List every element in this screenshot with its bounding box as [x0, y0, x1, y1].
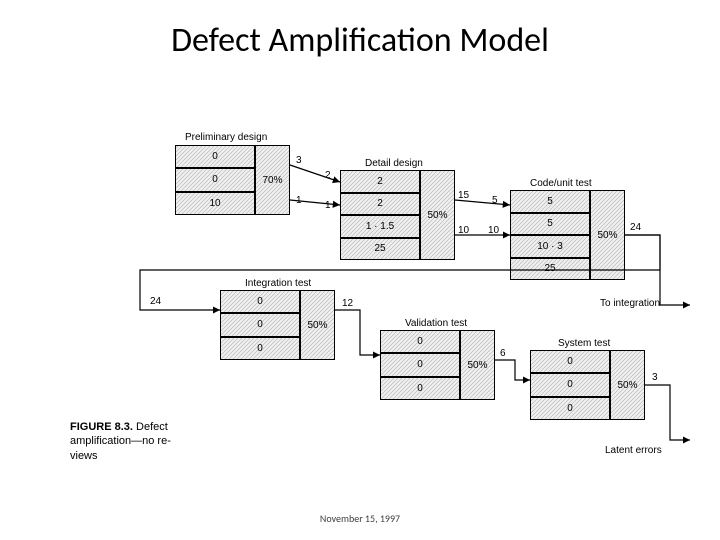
integ-out: 12	[342, 298, 353, 309]
caption-rest1: Defect	[133, 421, 168, 433]
detail-r1: 2	[340, 193, 420, 216]
footer-date-text: November 15, 1997	[320, 512, 400, 525]
integ-r1: 0	[220, 313, 300, 336]
caption-bold: FIGURE 8.3.	[70, 421, 133, 433]
system-out: 3	[652, 372, 658, 383]
footer-date: November 15, 1997	[0, 512, 720, 525]
stage-code: 5 5 10 · 3 25 50%	[510, 190, 625, 280]
integ-right: 50%	[300, 290, 335, 360]
stage-label-code: Code/unit test	[530, 178, 592, 189]
stage-valid: 0 0 0 50%	[380, 330, 495, 400]
detail-right: 50%	[420, 170, 455, 260]
caption-line2: amplification—no re-	[70, 434, 210, 448]
valid-r0: 0	[380, 330, 460, 353]
code-r2: 10 · 3	[510, 235, 590, 258]
system-r1: 0	[530, 373, 610, 396]
stage-label-integ: Integration test	[245, 278, 311, 289]
detail-out-top: 15	[458, 190, 469, 201]
system-r0: 0	[530, 350, 610, 373]
prelim-r1: 0	[175, 168, 255, 191]
code-out: 24	[630, 222, 641, 233]
prelim-out-bot: 1	[296, 195, 302, 206]
detail-r3: 25	[340, 238, 420, 261]
prelim-out-top: 3	[296, 155, 302, 166]
code-r0: 5	[510, 190, 590, 213]
integ-r2: 0	[220, 337, 300, 360]
valid-r1: 0	[380, 353, 460, 376]
code-r1: 5	[510, 213, 590, 236]
stage-integ: 0 0 0 50%	[220, 290, 335, 360]
valid-r2: 0	[380, 377, 460, 400]
prelim-r0: 0	[175, 145, 255, 168]
caption-line3: views	[70, 449, 210, 463]
valid-out: 6	[500, 348, 506, 359]
caption-line1: FIGURE 8.3. Defect	[70, 420, 210, 434]
title-text: Defect Amplification Model	[171, 20, 549, 61]
code-r3: 25	[510, 258, 590, 281]
stage-detail: 2 2 1 · 1.5 25 50%	[340, 170, 455, 260]
stage-label-detail: Detail design	[365, 158, 423, 169]
annotation-latent: Latent errors	[605, 445, 662, 456]
detail-r2: 1 · 1.5	[340, 215, 420, 238]
detail-in-top: 2	[325, 170, 331, 181]
code-right: 50%	[590, 190, 625, 280]
integ-r0: 0	[220, 290, 300, 313]
detail-r0: 2	[340, 170, 420, 193]
valid-right: 50%	[460, 330, 495, 400]
detail-out-bot: 10	[458, 225, 469, 236]
annotation-to-integration: To integration	[600, 298, 660, 309]
stage-label-valid: Validation test	[405, 318, 467, 329]
figure-caption: FIGURE 8.3. Defect amplification—no re- …	[70, 420, 210, 463]
page-title: Defect Amplification Model	[0, 20, 720, 61]
system-right: 50%	[610, 350, 645, 420]
prelim-r2: 10	[175, 192, 255, 215]
detail-in-bot: 1	[325, 200, 331, 211]
prelim-right: 70%	[255, 145, 290, 215]
integ-in: 24	[150, 296, 161, 307]
system-r2: 0	[530, 397, 610, 420]
code-in-top: 5	[492, 195, 498, 206]
stage-prelim: 0 0 10 70%	[175, 145, 290, 215]
stage-label-system: System test	[558, 338, 610, 349]
code-in-bot: 10	[488, 225, 499, 236]
stage-system: 0 0 0 50%	[530, 350, 645, 420]
stage-label-prelim: Preliminary design	[185, 132, 267, 143]
